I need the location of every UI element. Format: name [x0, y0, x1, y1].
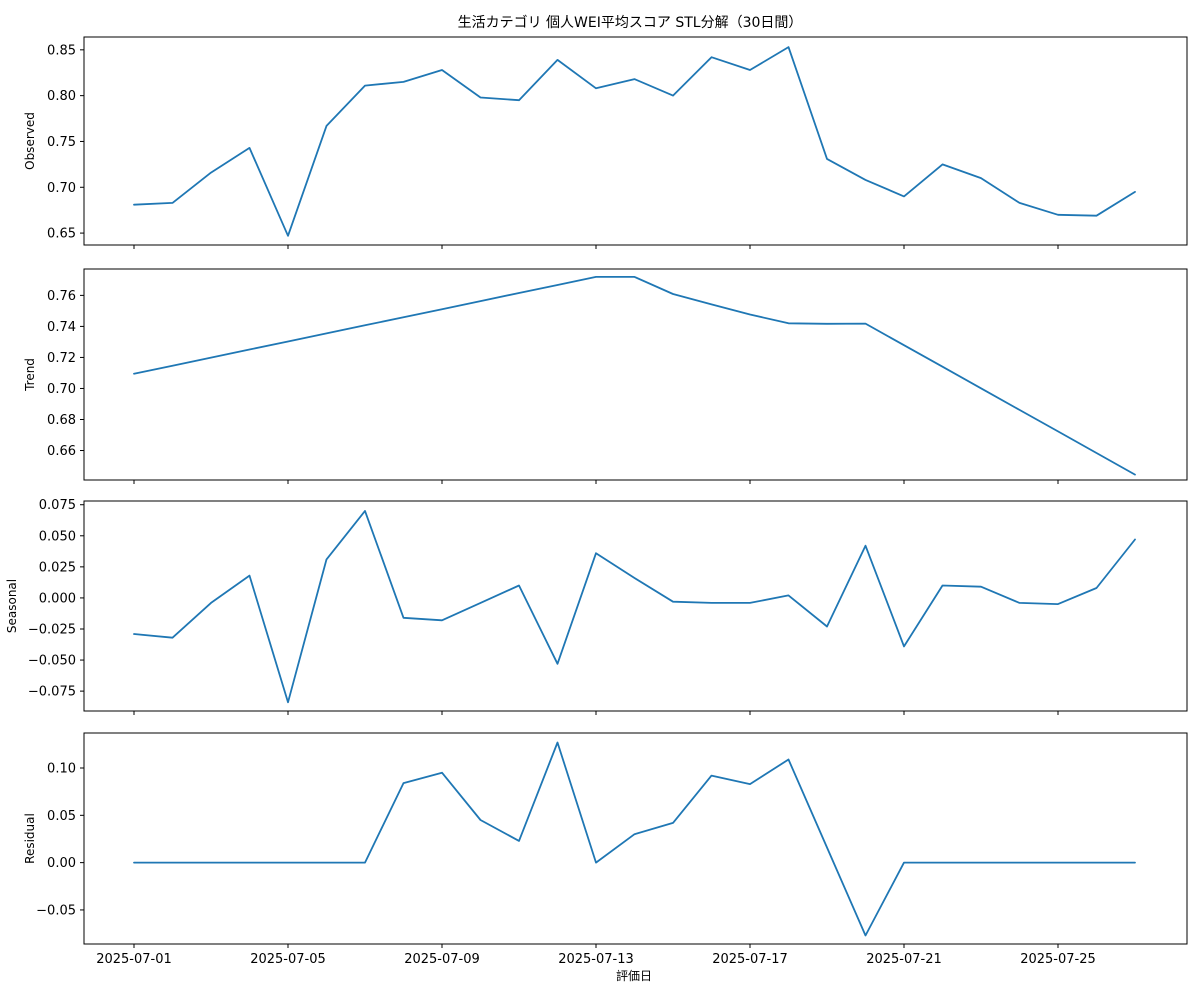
- trend-y-tick-label: 0.74: [47, 320, 76, 335]
- x-axis-label: 評価日: [616, 968, 652, 983]
- x-tick-label: 2025-07-13: [558, 952, 634, 967]
- seasonal-y-tick-label: 0.075: [39, 498, 76, 513]
- x-tick-label: 2025-07-25: [1020, 952, 1096, 967]
- residual-y-tick-label: 0.10: [47, 762, 76, 777]
- observed-y-tick-label: 0.85: [47, 43, 76, 58]
- residual-y-axis-label: Residual: [23, 813, 37, 864]
- residual-y-tick-label: 0.00: [47, 856, 76, 871]
- x-tick-label: 2025-07-21: [866, 952, 942, 967]
- observed-y-tick-label: 0.80: [47, 89, 76, 104]
- trend-y-tick-label: 0.70: [47, 382, 76, 397]
- seasonal-y-tick-label: −0.025: [28, 622, 76, 637]
- chart-panels: 0.65 0.70 0.75 0.80 0.85 Observed 0.66 0.68 0.70…: [5, 36, 1188, 967]
- x-tick-label: 2025-07-05: [250, 952, 326, 967]
- x-tick-label: 2025-07-01: [96, 952, 172, 967]
- seasonal-y-axis-label: Seasonal: [5, 579, 19, 633]
- seasonal-y-tick-label: 0.050: [39, 529, 76, 544]
- observed-y-tick-label: 0.65: [47, 227, 76, 242]
- panel-seasonal: −0.075 −0.050 −0.025 0.000 0.025 0.050 0.075 Se…: [5, 498, 1188, 715]
- observed-y-axis-label: Observed: [23, 112, 37, 170]
- seasonal-y-tick-label: −0.050: [28, 654, 76, 669]
- observed-series-line: [133, 46, 1136, 237]
- x-tick-label: 2025-07-17: [712, 952, 788, 967]
- panel-observed: 0.65 0.70 0.75 0.80 0.85 Observed: [23, 36, 1188, 249]
- panel-trend: 0.66 0.68 0.70 0.72 0.74 0.76 Trend: [23, 268, 1188, 484]
- trend-y-tick-label: 0.66: [47, 444, 76, 459]
- residual-series-line: [133, 741, 1136, 937]
- seasonal-series-line: [133, 509, 1136, 704]
- seasonal-plot-frame: [83, 500, 1188, 712]
- chart-title: 生活カテゴリ 個人WEI平均スコア STL分解（30日間）: [458, 14, 803, 31]
- x-tick-label: 2025-07-09: [404, 952, 480, 967]
- observed-y-tick-label: 0.75: [47, 135, 76, 150]
- observed-plot-frame: [83, 36, 1188, 246]
- panel-residual: −0.05 0.00 0.05 0.10 2025-07-01 2025-07-05 202…: [23, 732, 1188, 967]
- seasonal-y-tick-label: 0.000: [39, 591, 76, 606]
- observed-y-tick-label: 0.70: [47, 181, 76, 196]
- trend-plot-frame: [83, 268, 1188, 481]
- trend-y-tick-label: 0.72: [47, 351, 76, 366]
- trend-y-tick-label: 0.68: [47, 413, 76, 428]
- trend-y-axis-label: Trend: [23, 358, 37, 392]
- residual-y-tick-label: −0.05: [36, 903, 76, 918]
- residual-plot-frame: [83, 732, 1188, 945]
- seasonal-y-tick-label: 0.025: [39, 560, 76, 575]
- trend-y-tick-label: 0.76: [47, 289, 76, 304]
- trend-series-line: [133, 275, 1136, 476]
- seasonal-y-tick-label: −0.075: [28, 685, 76, 700]
- residual-y-tick-label: 0.05: [47, 809, 76, 824]
